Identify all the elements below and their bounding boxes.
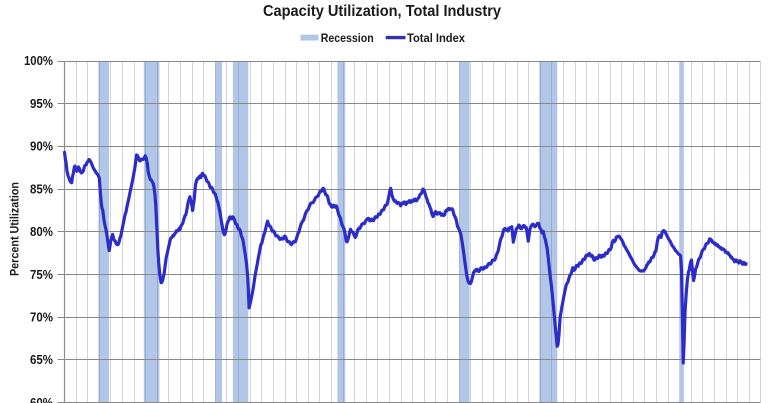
svg-text:65%: 65% <box>30 353 53 367</box>
svg-text:80%: 80% <box>30 225 53 239</box>
svg-text:100%: 100% <box>24 54 53 68</box>
svg-text:85%: 85% <box>30 182 53 196</box>
svg-text:Total Index: Total Index <box>407 31 465 45</box>
svg-text:Recession: Recession <box>321 31 374 45</box>
svg-text:60%: 60% <box>30 396 53 403</box>
svg-text:Percent Utilization: Percent Utilization <box>8 182 22 276</box>
svg-text:Capacity Utilization, Total In: Capacity Utilization, Total Industry <box>263 3 501 20</box>
svg-text:70%: 70% <box>30 311 53 325</box>
svg-text:75%: 75% <box>30 268 53 282</box>
svg-text:90%: 90% <box>30 140 53 154</box>
svg-text:95%: 95% <box>30 97 53 111</box>
